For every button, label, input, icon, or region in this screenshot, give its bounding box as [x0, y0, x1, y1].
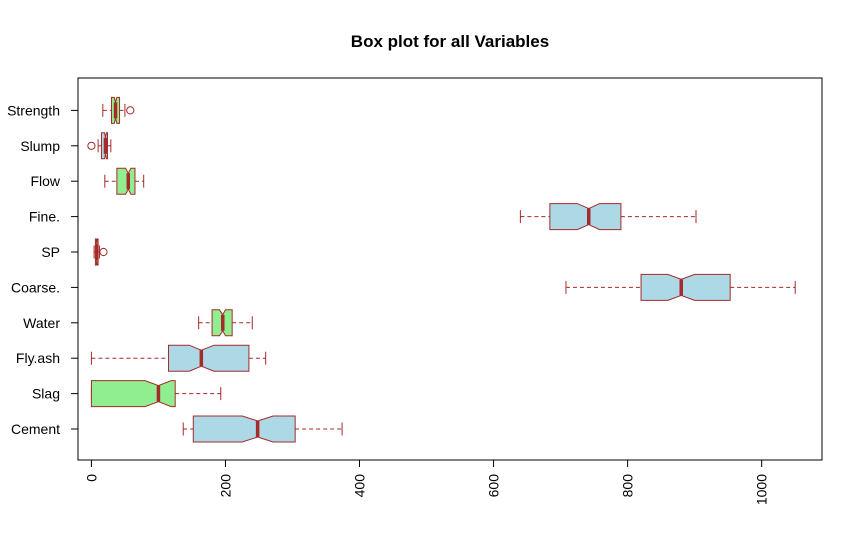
y-tick-label: Slump — [20, 138, 60, 154]
x-tick-label: 1000 — [754, 474, 770, 505]
x-tick-label: 800 — [620, 474, 636, 498]
x-axis: 0 200 400 600 800 1000 — [83, 459, 770, 505]
x-tick-label: 0 — [83, 474, 99, 482]
y-tick-label: Fine. — [29, 209, 60, 225]
box-body — [549, 203, 622, 231]
box-slag — [90, 380, 222, 408]
box-body — [640, 273, 731, 301]
box-body — [167, 344, 250, 372]
chart-title: Box plot for all Variables — [351, 32, 549, 51]
box-slump — [87, 132, 112, 160]
y-tick-label: Flow — [30, 173, 60, 189]
plot-frame — [77, 77, 823, 461]
outlier-point — [126, 106, 135, 115]
x-tick-label: 400 — [352, 474, 368, 498]
box-sp — [93, 238, 108, 266]
box-body — [192, 415, 296, 443]
y-tick-label: Slag — [32, 386, 60, 402]
outlier-point — [99, 247, 108, 257]
y-tick-label: Cement — [11, 421, 60, 437]
box-coarse — [565, 273, 796, 301]
box-body — [116, 167, 136, 195]
x-tick-label: 200 — [217, 474, 233, 498]
y-tick-label: Fly.ash — [16, 350, 60, 366]
y-axis: Cement Slag Fly.ash Water Coarse. SP Fine. Flow… — [7, 102, 79, 437]
box-strength — [102, 96, 135, 124]
outlier-point — [87, 141, 96, 150]
boxes-layer — [87, 96, 796, 443]
y-tick-label: Water — [23, 315, 60, 331]
y-tick-label: Coarse. — [11, 279, 60, 295]
box-flow — [104, 167, 145, 195]
y-tick-label: Strength — [7, 102, 60, 118]
box-body — [90, 380, 176, 408]
box-fly-ash — [90, 344, 267, 372]
box-cement — [182, 415, 343, 443]
y-tick-label: SP — [41, 244, 60, 260]
x-tick-label: 600 — [486, 474, 502, 498]
box-fine — [519, 203, 697, 231]
box-water — [198, 309, 253, 337]
